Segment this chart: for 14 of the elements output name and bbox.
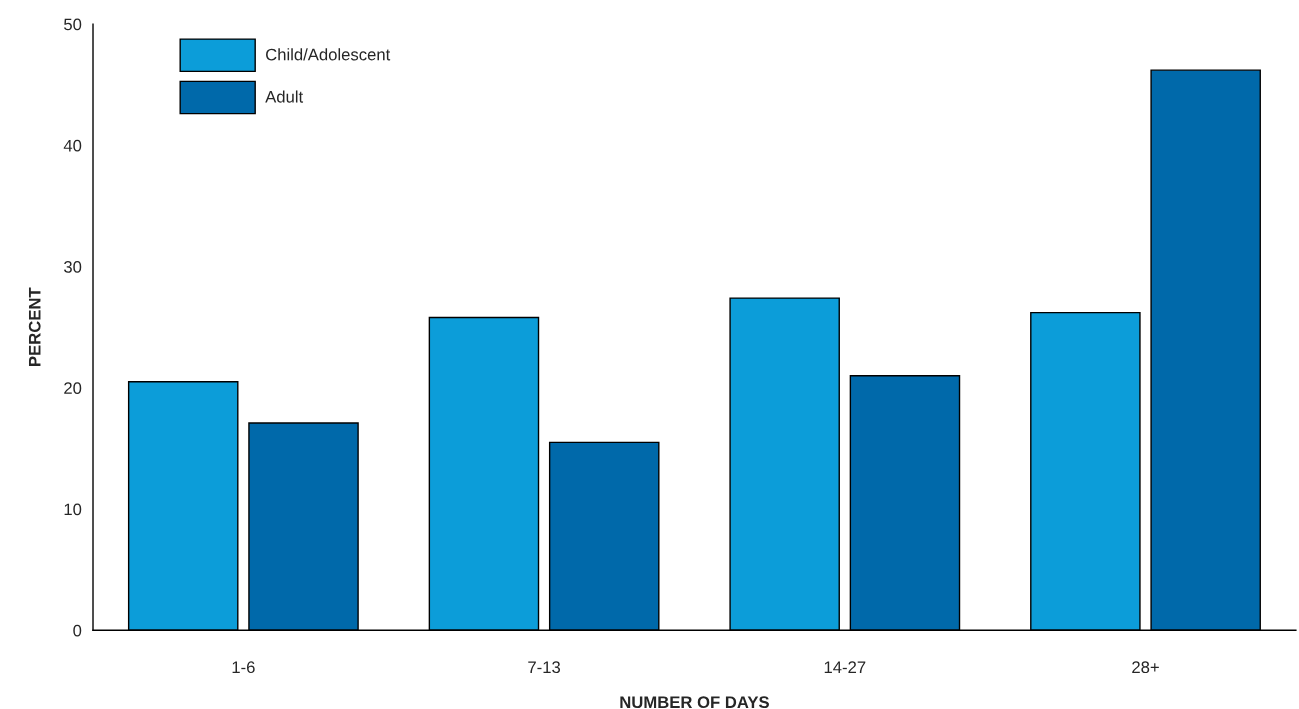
y-tick-label: 50 <box>64 18 82 31</box>
legend-label: Child/Adolescent <box>266 48 391 61</box>
y-tick-label: 40 <box>63 139 82 152</box>
y-tick-label: 20 <box>64 382 82 395</box>
x-axis-title: NUMBER OF DAYS <box>620 696 769 709</box>
y-tick-label: 10 <box>64 503 82 516</box>
x-tick-label: 7-13 <box>528 661 561 674</box>
x-tick-label: 1-6 <box>232 661 255 674</box>
y-axis-title: PERCENT <box>28 287 41 366</box>
x-tick-label: 28+ <box>1132 661 1159 674</box>
y-tick-label: 30 <box>64 260 82 273</box>
x-tick-label: 14-27 <box>824 661 866 673</box>
y-tick-label: 0 <box>73 624 82 637</box>
legend-label: Adult <box>265 90 304 103</box>
